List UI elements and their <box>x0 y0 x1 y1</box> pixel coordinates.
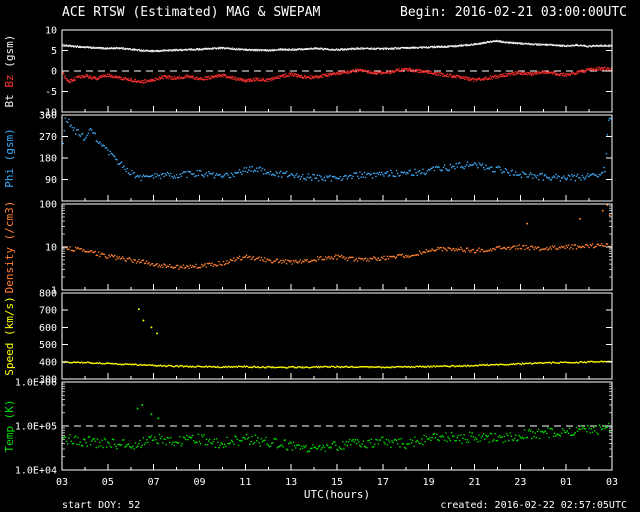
begin-timestamp: Begin: 2016-02-21 03:00:00UTC <box>400 5 627 20</box>
svg-text:10: 10 <box>45 26 57 37</box>
svg-text:Density (/cm3): Density (/cm3) <box>3 201 16 294</box>
svg-text:400: 400 <box>39 357 57 368</box>
created-timestamp: created: 2016-02-22 02:57:05UTC <box>440 500 627 511</box>
svg-text:-5: -5 <box>45 87 57 98</box>
svg-text:Bt Bz (gsm): Bt Bz (gsm) <box>3 35 16 108</box>
svg-text:180: 180 <box>39 154 57 165</box>
svg-text:Phi (gsm): Phi (gsm) <box>3 128 16 188</box>
svg-text:0: 0 <box>51 67 57 78</box>
svg-text:10: 10 <box>45 243 57 254</box>
svg-text:90: 90 <box>45 175 57 186</box>
svg-text:-10: -10 <box>39 108 57 119</box>
svg-text:270: 270 <box>39 132 57 143</box>
svg-text:1: 1 <box>51 286 57 297</box>
svg-text:300: 300 <box>39 375 57 386</box>
svg-text:100: 100 <box>39 200 57 211</box>
svg-text:5: 5 <box>51 46 57 57</box>
header: ACE RTSW (Estimated) MAG & SWEPAM Begin:… <box>0 5 640 20</box>
svg-text:500: 500 <box>39 340 57 351</box>
svg-text:800: 800 <box>39 289 57 300</box>
footer: start DOY: 52 created: 2016-02-22 02:57:… <box>0 500 640 511</box>
start-doy-label: start DOY: 52 <box>62 500 141 511</box>
svg-text:700: 700 <box>39 306 57 317</box>
svg-text:600: 600 <box>39 323 57 334</box>
page-title: ACE RTSW (Estimated) MAG & SWEPAM <box>62 5 321 20</box>
svg-text:360: 360 <box>39 111 57 122</box>
svg-text:Speed (km/s): Speed (km/s) <box>3 296 16 375</box>
